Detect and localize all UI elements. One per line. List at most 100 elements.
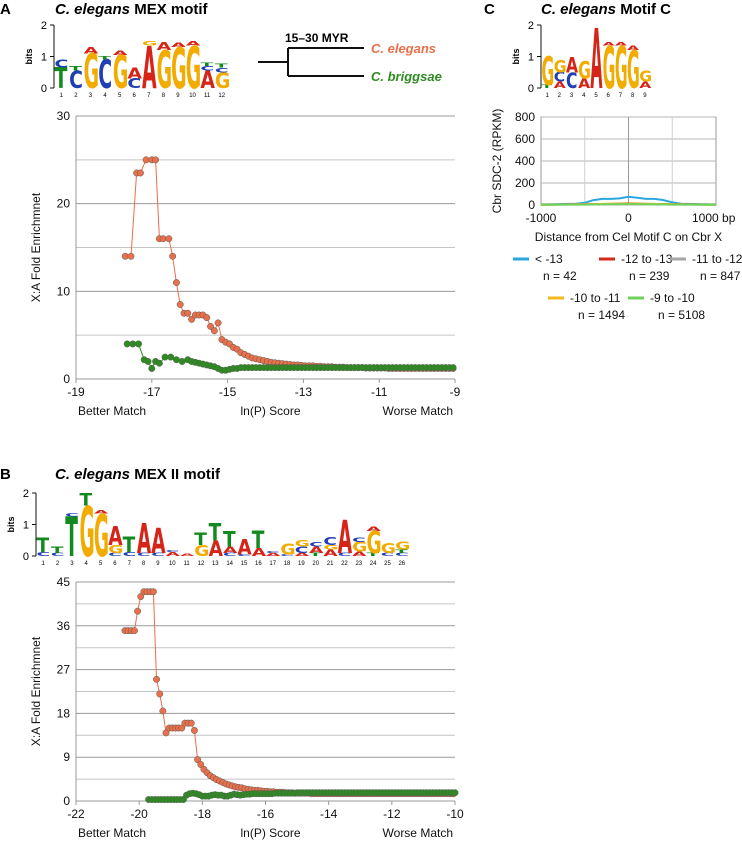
logo-letter-A: A — [209, 536, 224, 562]
x-tick-label: -17 — [143, 385, 161, 399]
logo-letter-A: A — [237, 534, 252, 560]
logo-letter-T: T — [194, 530, 207, 550]
logo-letter-G: G — [113, 48, 128, 100]
x-label-right: Worse Match — [383, 826, 453, 840]
x-label: Distance from Cel Motif C on Cbr X — [535, 230, 722, 244]
logo-letter-G: G — [171, 36, 186, 102]
logo-position-number: 11 — [204, 93, 211, 99]
logo-letter-A: A — [84, 46, 99, 56]
y-label: Cbr SDC-2 (RPKM) — [490, 109, 504, 214]
panel-b-title-rest: MEX II motif — [130, 466, 221, 483]
legend-count: n = 42 — [543, 269, 577, 283]
y-tick-label: 20 — [57, 197, 71, 211]
logo-letter-A: A — [108, 522, 123, 552]
logo-letter-A: A — [180, 553, 195, 557]
logo-letter-C: C — [352, 536, 366, 543]
panel-b-title-italic: C. elegans — [55, 466, 130, 483]
logo-letter-C: C — [554, 71, 565, 85]
y-tick-label: 0 — [63, 372, 70, 386]
logo-letter-G: G — [215, 68, 230, 94]
logo-letter-C: C — [395, 552, 409, 557]
tree-species-elegans: C. elegans — [371, 41, 436, 56]
logo-letter-C: C — [127, 76, 141, 91]
logo-letter-G: G — [615, 35, 628, 103]
series-line-0 — [125, 591, 454, 795]
data-point — [188, 315, 196, 323]
x-tick-label: -20 — [130, 807, 148, 821]
logo-position-number: 12 — [218, 93, 225, 99]
panel-c-title-rest: Motif C — [616, 1, 671, 18]
logo-position-number: 9 — [156, 561, 160, 567]
y-label: X:A Fold Enrichmnet — [29, 192, 43, 302]
logo-letter-A: A — [252, 546, 267, 559]
logo-position-number: 1 — [42, 561, 46, 567]
logo-position-number: 2 — [56, 561, 60, 567]
logo-position-number: 17 — [269, 561, 276, 567]
y-label: X:A Fold Enrichmnet — [29, 636, 43, 746]
data-point — [134, 607, 142, 615]
panel-c-title: C. elegans Motif C — [541, 1, 671, 18]
series-line-4 — [540, 202, 717, 206]
logo-letter-G: G — [186, 36, 201, 103]
logo-letter-T: T — [395, 549, 409, 554]
logo-y-tick-label: 0 — [23, 551, 29, 563]
legend-label: < -13 — [535, 252, 563, 266]
data-point — [187, 719, 195, 727]
x-tick-label: -16 — [257, 807, 275, 821]
x-label: ln(P) Score — [240, 826, 300, 840]
logo-letter-C: C — [237, 554, 251, 556]
logo-letter-G: G — [94, 503, 109, 570]
logo-position-number: 8 — [142, 561, 146, 567]
logo-letter-G: G — [280, 540, 295, 558]
phylogenetic-tree: 15–30 MYR C. elegans C. briggsae — [258, 31, 442, 84]
logo-position-number: 3 — [570, 93, 574, 99]
data-point — [172, 356, 180, 364]
logo-position-number: 18 — [284, 561, 291, 567]
logo-letter-C: C — [123, 551, 137, 557]
logo-letter-G: G — [366, 525, 381, 560]
logo-position-number: 7 — [147, 93, 151, 99]
logo-letter-A: A — [266, 552, 281, 557]
logo-letter-T: T — [123, 532, 136, 558]
logo-letter-A: A — [590, 12, 602, 108]
logo-letter-G: G — [157, 41, 172, 101]
logo-letter-T: T — [215, 63, 229, 69]
logo-letter-A: A — [566, 54, 578, 78]
legend-count: n = 239 — [629, 269, 670, 283]
panel-a-title-italic: C. elegans — [55, 1, 130, 18]
logo-letter-A: A — [166, 551, 181, 557]
logo-position-number: 10 — [169, 561, 176, 567]
y-tick-label: 800 — [515, 110, 535, 124]
logo-position-number: 8 — [631, 93, 635, 99]
x-tick-label: -15 — [219, 385, 237, 399]
x-tick-label: -18 — [194, 807, 212, 821]
y-tick-label: 30 — [57, 109, 71, 123]
logo-letter-A: A — [578, 77, 590, 91]
y-tick-label: 27 — [57, 663, 71, 677]
logo-letter-T: T — [69, 65, 82, 72]
y-tick-label: 400 — [515, 154, 535, 168]
data-point — [451, 789, 459, 797]
x-tick-label: -19 — [67, 385, 85, 399]
y-tick-label: 18 — [57, 706, 71, 720]
logo-letter-T: T — [55, 62, 68, 95]
logo-letter-G: G — [80, 492, 95, 573]
x-label-left: Better Match — [78, 826, 146, 840]
logo-letter-A: A — [366, 525, 381, 532]
logo-position-number: 3 — [70, 561, 74, 567]
x-tick-label: -14 — [320, 807, 338, 821]
tree-time-label: 15–30 MYR — [285, 31, 349, 45]
x-tick-label: -11 — [371, 385, 388, 399]
y-tick-label: 9 — [63, 750, 70, 764]
logo-letter-A: A — [94, 510, 109, 515]
logo-position-number: 5 — [118, 93, 122, 99]
data-point — [178, 724, 186, 732]
logo-position-number: 5 — [99, 561, 103, 567]
logo-position-number: 25 — [384, 561, 391, 567]
panel-c-title-italic: C. elegans — [541, 1, 616, 18]
legend-label: -9 to -10 — [650, 291, 695, 305]
logo-letter-A: A — [157, 40, 172, 53]
tree-species-briggsae: C. briggsae — [371, 69, 442, 84]
